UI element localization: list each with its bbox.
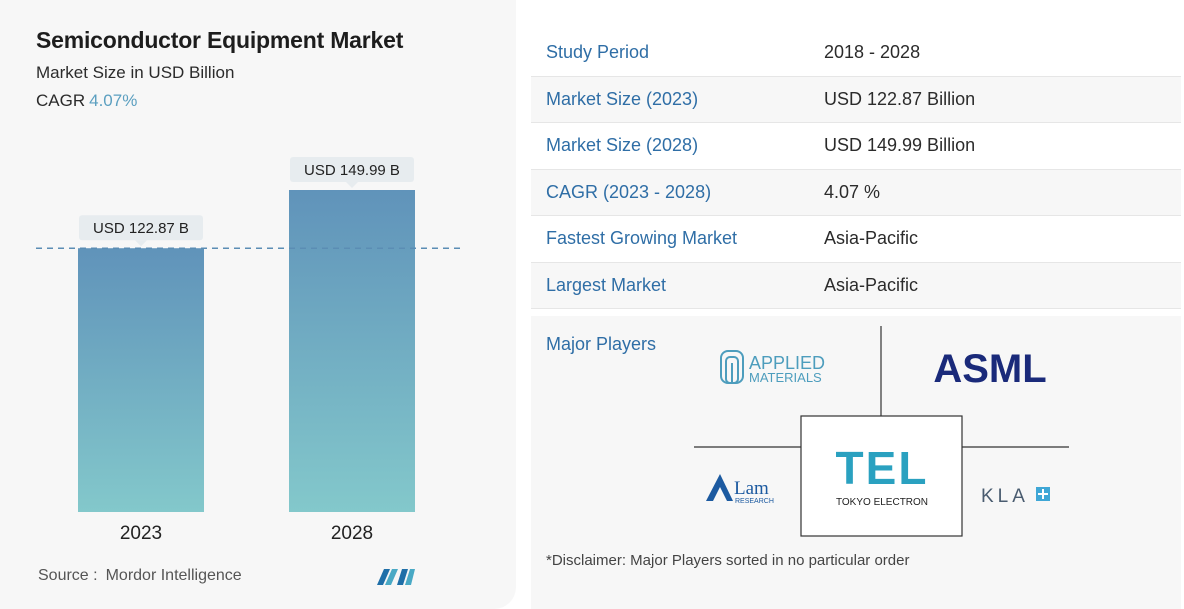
kla-logo-icon: KLA: [981, 486, 1050, 507]
stat-value: USD 122.87 Billion: [824, 88, 976, 109]
stat-value: Asia-Pacific: [824, 274, 919, 295]
stat-row-market-size-2023: Market Size (2023) USD 122.87 Billion: [531, 76, 1181, 123]
x-tick-label-2023: 2023: [120, 523, 162, 544]
data-label-2023: USD 122.87 B: [93, 220, 189, 237]
stat-row-largest-market: Largest Market Asia-Pacific: [531, 262, 1181, 309]
source-label: Source :: [38, 567, 98, 584]
lam-research-logo-icon: Lam RESEARCH: [706, 474, 774, 505]
x-tick-label-2028: 2028: [331, 523, 373, 544]
applied-line2: MATERIALS: [749, 370, 822, 385]
data-label-pointer-2023: [135, 240, 147, 247]
tel-logo-text: TEL: [836, 442, 929, 494]
stat-key: CAGR (2023 - 2028): [546, 181, 712, 202]
major-players-label: Major Players: [546, 334, 657, 354]
data-label-box-2023: [79, 215, 203, 241]
asml-logo-text: ASML: [933, 347, 1046, 391]
applied-materials-logo-icon: APPLIED MATERIALS: [720, 350, 825, 385]
stat-key: Market Size (2028): [546, 135, 699, 155]
stat-row-market-size-2028: Market Size (2028) USD 149.99 Billion: [531, 123, 1181, 170]
lam-line2: RESEARCH: [735, 498, 774, 505]
tel-box: [800, 415, 963, 537]
applied-line1: APPLIED: [749, 353, 825, 373]
data-label-pointer-2028: [346, 182, 358, 188]
stats-table: Study Period 2018 - 2028 Market Size (20…: [531, 30, 1181, 309]
source-value: Mordor Intelligence: [105, 567, 242, 584]
tel-sub-text: TOKYO ELECTRON: [836, 497, 928, 508]
bar-chart: 2023 USD 122.87 B 2028 USD 149.99 B: [36, 157, 460, 544]
stat-key: Fastest Growing Market: [546, 228, 738, 248]
source-line: Source : Mordor Intelligence: [38, 567, 242, 585]
stat-key: Study Period: [546, 42, 650, 62]
mordor-logo-icon: [377, 569, 415, 585]
stat-row-fastest-growing: Fastest Growing Market Asia-Pacific: [531, 216, 1181, 263]
tel-logo-icon: TEL TOKYO ELECTRON: [836, 442, 929, 508]
stat-value: Asia-Pacific: [824, 228, 919, 248]
stat-key: Largest Market: [546, 274, 667, 295]
cagr-label: CAGR: [36, 91, 86, 110]
disclaimer-text: *Disclaimer: Major Players sorted in no …: [546, 552, 910, 569]
data-label-2028: USD 149.99 B: [304, 162, 400, 179]
stat-value: 4.07 %: [824, 181, 881, 202]
kla-logo-text: KLA: [981, 486, 1029, 507]
cagr-line: CAGR 4.07%: [36, 91, 137, 111]
major-players-block: Major Players APPLIED MATERIALS ASML Lam…: [531, 316, 1181, 609]
stat-row-study-period: Study Period 2018 - 2028: [531, 30, 1181, 77]
stat-value: 2018 - 2028: [824, 42, 921, 62]
stat-key: Market Size (2023): [546, 88, 699, 109]
chart-title: Semiconductor Equipment Market: [36, 27, 404, 53]
chart-subtitle: Market Size in USD Billion: [36, 63, 235, 82]
lam-line1: Lam: [734, 478, 769, 499]
bar-2023: [78, 248, 204, 512]
players-logo-grid: APPLIED MATERIALS ASML Lam RESEARCH TEL …: [694, 326, 1069, 537]
chart-panel: Semiconductor Equipment Market Market Si…: [0, 0, 516, 609]
cagr-value: 4.07%: [89, 91, 138, 110]
stat-value: USD 149.99 Billion: [824, 135, 976, 155]
stat-row-cagr: CAGR (2023 - 2028) 4.07 %: [531, 169, 1181, 216]
data-label-box-2028: [290, 157, 414, 182]
bar-2028: [289, 190, 415, 512]
